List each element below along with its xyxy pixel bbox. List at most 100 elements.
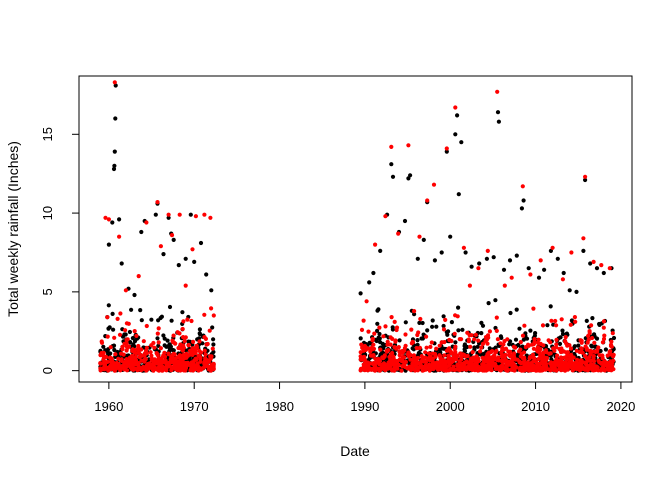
data-point (586, 337, 591, 342)
data-point (389, 357, 394, 363)
data-point (606, 361, 611, 366)
data-point (176, 345, 181, 351)
data-point (525, 364, 530, 369)
data-point (438, 356, 443, 361)
data-point (554, 337, 559, 342)
data-point (487, 329, 492, 334)
data-point (136, 274, 141, 279)
data-point (422, 364, 427, 370)
data-point (203, 363, 209, 368)
data-point (128, 340, 133, 345)
data-point (156, 340, 161, 345)
data-point (428, 354, 433, 359)
data-point (439, 250, 444, 255)
data-point (517, 359, 522, 364)
data-point (476, 338, 481, 343)
data-point (166, 215, 171, 220)
data-point (172, 352, 177, 357)
data-point (582, 360, 588, 365)
data-point (112, 368, 117, 373)
data-point (469, 333, 474, 338)
data-point (472, 364, 477, 369)
data-point (376, 307, 381, 312)
data-point (468, 344, 473, 349)
data-point (392, 319, 397, 324)
data-point (415, 338, 420, 343)
data-point (175, 330, 180, 335)
data-point (203, 352, 208, 357)
data-point (381, 343, 387, 348)
data-point (511, 344, 516, 349)
data-point (498, 341, 503, 346)
data-point (180, 310, 185, 315)
data-point (521, 198, 526, 203)
data-point (565, 363, 570, 368)
data-point (191, 339, 196, 344)
data-point (574, 348, 579, 353)
data-point (403, 359, 408, 364)
data-point (503, 352, 508, 357)
points-layer (98, 80, 617, 373)
data-point (124, 348, 129, 353)
data-point (377, 325, 382, 330)
data-point (491, 255, 496, 260)
data-point (517, 326, 522, 331)
data-point (488, 363, 493, 368)
data-point (111, 327, 116, 332)
data-point (211, 337, 216, 342)
data-point (513, 337, 519, 342)
data-point (490, 349, 495, 354)
data-point (550, 366, 555, 371)
data-point (134, 333, 139, 338)
data-point (389, 315, 394, 320)
x-tick-label: 1990 (350, 399, 379, 414)
data-point (571, 355, 576, 360)
data-point (388, 363, 393, 368)
data-point (543, 348, 549, 353)
data-point (112, 347, 117, 353)
data-point (529, 360, 535, 365)
data-point (105, 315, 110, 320)
data-point (567, 288, 572, 293)
data-point (203, 336, 208, 341)
data-point (576, 343, 581, 348)
data-point (456, 305, 461, 310)
data-point (536, 367, 541, 372)
data-point (601, 319, 607, 324)
data-point (123, 288, 128, 293)
data-point (560, 277, 566, 282)
data-point (445, 368, 450, 373)
data-point (383, 324, 388, 329)
data-point (551, 346, 556, 351)
data-point (127, 355, 133, 360)
data-point (591, 259, 596, 264)
data-point (423, 350, 428, 355)
data-point (526, 342, 531, 347)
data-point (592, 340, 597, 345)
data-point (98, 361, 103, 366)
data-point (384, 363, 389, 368)
data-point (151, 359, 156, 365)
data-point (485, 357, 490, 362)
data-point (162, 343, 167, 348)
data-point (208, 356, 213, 361)
data-point (462, 360, 467, 365)
data-point (493, 298, 498, 303)
data-point (211, 313, 216, 318)
data-point (506, 349, 511, 354)
data-point (402, 218, 408, 224)
data-point (105, 359, 110, 364)
data-point (437, 359, 443, 364)
data-point (417, 234, 422, 239)
data-point (375, 359, 380, 364)
data-point (568, 322, 573, 327)
data-point (123, 328, 128, 333)
data-point (108, 345, 113, 350)
data-point (494, 315, 499, 320)
data-point (448, 349, 453, 354)
data-point (517, 349, 522, 354)
data-point (162, 336, 167, 341)
data-point (106, 217, 111, 222)
data-point (204, 272, 209, 277)
data-point (441, 314, 446, 319)
